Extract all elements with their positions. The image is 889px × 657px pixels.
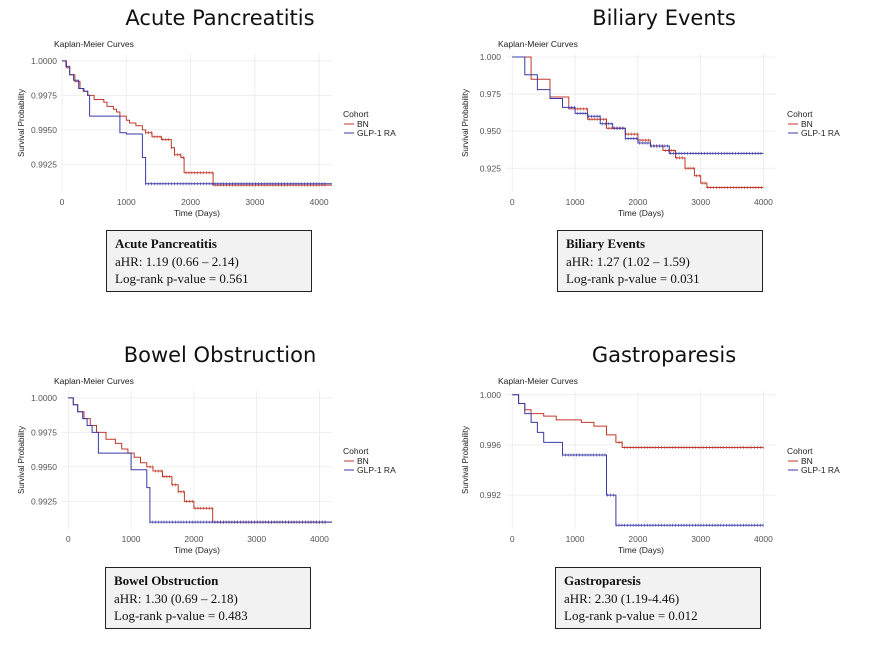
x-tick-label: 0 — [66, 534, 71, 544]
x-tick-label: 2000 — [184, 534, 203, 544]
series-line-glp1 — [68, 397, 332, 523]
km-panel-bowel-obstruction: Bowel Obstruction Kaplan-Meier Curves 0 10… — [0, 337, 440, 657]
stats-pvalue: Log-rank p-value = 0.012 — [564, 608, 698, 623]
x-tick-label: 3000 — [691, 197, 710, 207]
y-tick-label: 0.9975 — [31, 427, 57, 437]
x-tick-label: 3000 — [245, 197, 264, 207]
legend-entry: BN — [801, 456, 813, 466]
stats-heading: Acute Pancreatitis — [115, 236, 217, 251]
stats-heading: Biliary Events — [566, 236, 646, 251]
y-tick-label: 1.000 — [480, 52, 502, 62]
series-line-bn — [512, 56, 764, 188]
stats-pvalue: Log-rank p-value = 0.031 — [566, 271, 700, 286]
series-line-bn — [62, 60, 332, 186]
chart-subtitle: Kaplan-Meier Curves — [498, 39, 578, 49]
x-tick-label: 1000 — [117, 197, 136, 207]
panel-title: Gastroparesis — [591, 343, 737, 367]
legend-title: Cohort — [343, 446, 369, 456]
series-line-glp1 — [62, 60, 332, 185]
x-axis-label: Time (Days) — [618, 208, 664, 218]
y-tick-label: 0.9950 — [31, 125, 57, 135]
stats-box: Bowel Obstruction aHR: 1.30 (0.69 – 2.18… — [105, 567, 311, 629]
x-tick-label: 1000 — [566, 534, 585, 544]
y-tick-label: 0.975 — [480, 89, 502, 99]
chart-subtitle: Kaplan-Meier Curves — [54, 39, 134, 49]
km-panel-acute-pancreatitis: Acute Pancreatitis Kaplan-Meier Curves 0 1… — [0, 0, 440, 320]
legend-entry: BN — [357, 456, 369, 466]
legend-entry: GLP-1 RA — [357, 465, 396, 475]
stats-box: Biliary Events aHR: 1.27 (1.02 – 1.59) L… — [557, 230, 763, 292]
y-tick-label: 0.992 — [480, 490, 502, 500]
chart-subtitle: Kaplan-Meier Curves — [498, 376, 578, 386]
stats-heading: Bowel Obstruction — [114, 573, 219, 588]
stats-heading: Gastroparesis — [564, 573, 641, 588]
x-tick-label: 4000 — [310, 197, 329, 207]
panel-title: Bowel Obstruction — [123, 343, 317, 367]
x-tick-label: 0 — [510, 197, 515, 207]
legend-title: Cohort — [787, 109, 813, 119]
y-tick-label: 1.0000 — [31, 393, 57, 403]
x-tick-label: 2000 — [181, 197, 200, 207]
km-chart: Kaplan-Meier Curves 0 1000 2000 3000 4000 0.99… — [17, 376, 396, 555]
legend-title: Cohort — [343, 109, 369, 119]
stats-ahr: aHR: 1.19 (0.66 – 2.14) — [115, 253, 239, 269]
stats-ahr: aHR: 2.30 (1.19-4.46) — [564, 590, 680, 606]
km-panel-gastroparesis: Gastroparesis Kaplan-Meier Curves 0 1000 20… — [444, 337, 884, 657]
y-tick-label: 0.925 — [480, 163, 502, 173]
y-axis-label: Survival Probability — [461, 89, 470, 157]
y-tick-label: 0.9925 — [31, 159, 57, 169]
legend-entry: GLP-1 RA — [801, 465, 840, 475]
chart-subtitle: Kaplan-Meier Curves — [54, 376, 134, 386]
legend-title: Cohort — [787, 446, 813, 456]
x-tick-label: 1000 — [122, 534, 141, 544]
legend-entry: GLP-1 RA — [357, 128, 396, 138]
y-axis-label: Survival Probability — [461, 426, 470, 494]
x-axis-label: Time (Days) — [174, 208, 220, 218]
km-panel-biliary-events: Biliary Events Kaplan-Meier Curves 0 1000 2… — [444, 0, 884, 320]
x-tick-label: 2000 — [628, 197, 647, 207]
stats-box: Gastroparesis aHR: 2.30 (1.19-4.46) Log-… — [555, 567, 761, 629]
km-chart: Kaplan-Meier Curves 0 1000 2000 3000 4000 0.99… — [17, 39, 396, 218]
legend-entry: BN — [801, 119, 813, 129]
stats-box: Acute Pancreatitis aHR: 1.19 (0.66 – 2.1… — [106, 230, 312, 292]
stats-pvalue: Log-rank p-value = 0.483 — [114, 608, 248, 623]
y-tick-label: 1.0000 — [31, 56, 57, 66]
y-tick-label: 0.9925 — [31, 496, 57, 506]
y-tick-label: 0.950 — [480, 126, 502, 136]
series-line-bn — [68, 397, 332, 523]
stats-ahr: aHR: 1.30 (0.69 – 2.18) — [114, 590, 238, 606]
legend-entry: GLP-1 RA — [801, 128, 840, 138]
x-tick-label: 2000 — [628, 534, 647, 544]
x-axis-label: Time (Days) — [618, 545, 664, 555]
x-tick-label: 1000 — [566, 197, 585, 207]
y-tick-label: 0.9950 — [31, 462, 57, 472]
x-tick-label: 0 — [60, 197, 65, 207]
y-tick-label: 0.9975 — [31, 90, 57, 100]
y-axis-label: Survival Probability — [17, 426, 26, 494]
km-chart: Kaplan-Meier Curves 0 1000 2000 3000 4000 0.99… — [461, 376, 840, 555]
y-axis-label: Survival Probability — [17, 89, 26, 157]
y-tick-label: 1.000 — [480, 390, 502, 400]
stats-pvalue: Log-rank p-value = 0.561 — [115, 271, 249, 286]
panel-title: Acute Pancreatitis — [125, 6, 315, 30]
x-tick-label: 0 — [510, 534, 515, 544]
x-tick-label: 4000 — [310, 534, 329, 544]
x-tick-label: 3000 — [691, 534, 710, 544]
panel-title: Biliary Events — [592, 6, 736, 30]
x-tick-label: 4000 — [754, 197, 773, 207]
legend-entry: BN — [357, 119, 369, 129]
x-axis-label: Time (Days) — [174, 545, 220, 555]
km-chart: Kaplan-Meier Curves 0 1000 2000 3000 4000 0.92… — [461, 39, 840, 218]
x-tick-label: 3000 — [247, 534, 266, 544]
x-tick-label: 4000 — [754, 534, 773, 544]
stats-ahr: aHR: 1.27 (1.02 – 1.59) — [566, 253, 690, 269]
y-tick-label: 0.996 — [480, 440, 502, 450]
